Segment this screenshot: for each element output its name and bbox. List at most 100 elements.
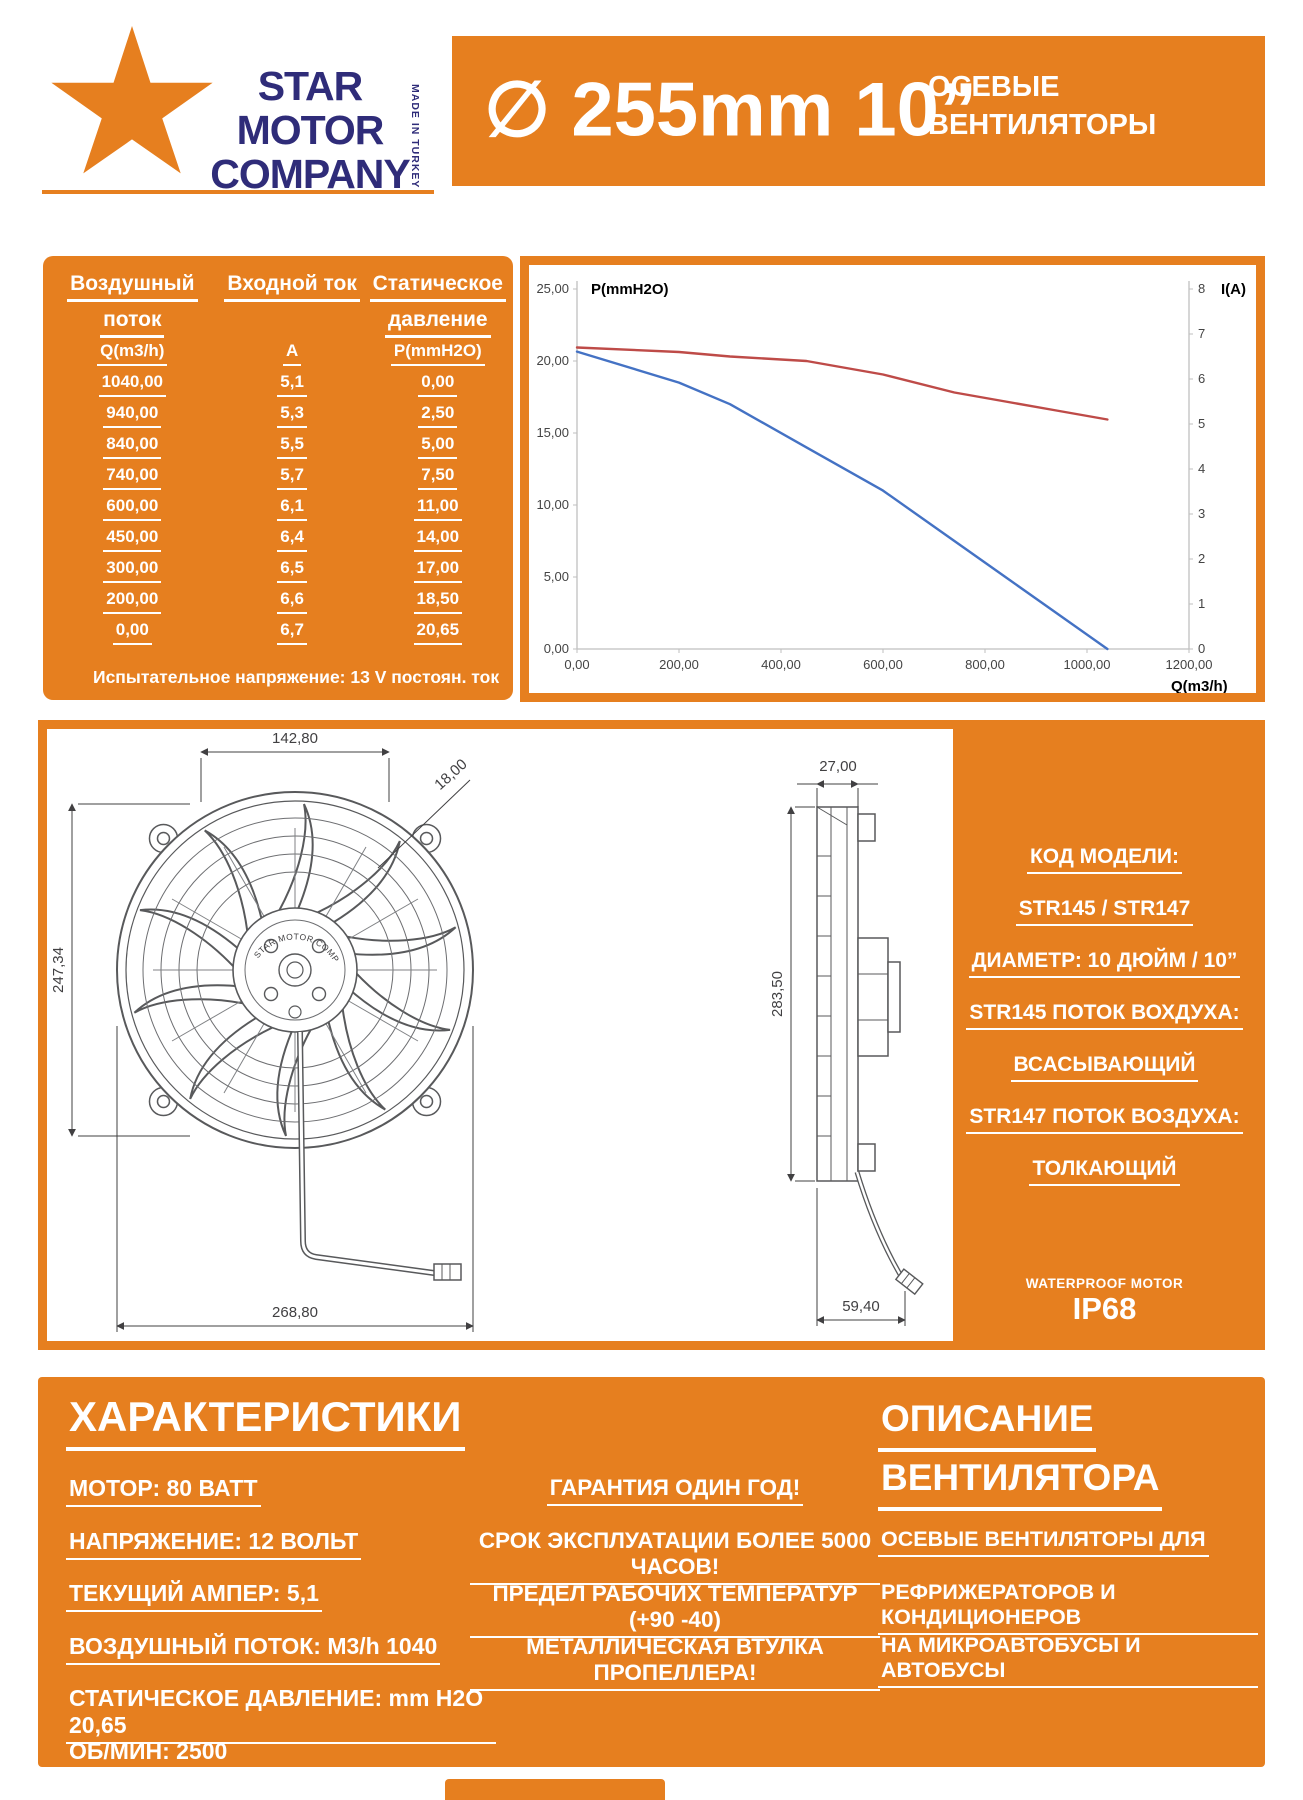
characteristic-item: ТЕКУЩИЙ АМПЕР: 5,1 [66, 1580, 496, 1633]
col-airflow-title: Воздушный [67, 272, 198, 302]
svg-text:4: 4 [1198, 461, 1205, 476]
characteristics-column: ХАРАКТЕРИСТИКИ МОТОР: 80 ВАТТ НАПРЯЖЕНИЕ… [66, 1393, 496, 1790]
side-dim-bottom-label: 59,40 [842, 1298, 880, 1315]
svg-text:200,00: 200,00 [659, 657, 699, 672]
characteristic-item: СТАТИЧЕСКОЕ ДАВЛЕНИЕ: mm H2O 20,65 [66, 1685, 496, 1744]
table-row: 0,00 6,7 20,65 [43, 620, 513, 651]
fan-front-view-drawing: STAR MOTOR COMPANY 142,80 247,34 268,80 [50, 726, 474, 1332]
brand-line1: STAR MOTOR [236, 63, 385, 153]
model-info-line: ДИАМЕТР: 10 ДЮЙМ / 10” [953, 949, 1256, 1001]
svg-text:15,00: 15,00 [536, 425, 569, 440]
dim-left-label: 247,34 [50, 947, 67, 993]
bottom-section: ХАРАКТЕРИСТИКИ МОТОР: 80 ВАТТ НАПРЯЖЕНИЕ… [38, 1377, 1265, 1770]
col-current-title: Входной ток [224, 272, 360, 302]
table-row: 200,00 6,6 18,50 [43, 589, 513, 620]
power-wire [297, 1031, 462, 1281]
svg-text:800,00: 800,00 [965, 657, 1005, 672]
characteristic-item: ОБ/МИН: 2500 [66, 1738, 496, 1791]
model-info-line: STR147 ПОТОК ВОЗДУХА: [953, 1105, 1256, 1157]
table-row: 740,00 5,7 7,50 [43, 465, 513, 496]
chart-canvas: 25,00 20,00 15,00 10,00 5,00 0,00 8 7 6 5 4 3 2 1 0 0,0… [536, 281, 1246, 693]
characteristic-item: НАПРЯЖЕНИЕ: 12 ВОЛЬТ [66, 1528, 496, 1581]
waterproof-badge: WATERPROOF MOTOR IP68 [953, 1276, 1256, 1327]
svg-text:Q(m3/h): Q(m3/h) [1171, 678, 1228, 693]
svg-text:0,00: 0,00 [564, 657, 589, 672]
model-info-line: STR145 ПОТОК ВОХДУХА: [953, 1001, 1256, 1053]
svg-text:P(mmH2O): P(mmH2O) [591, 281, 669, 298]
cutoff-panel-fragment [445, 1779, 665, 1800]
model-info-line: ТОЛКАЮЩИЙ [953, 1157, 1256, 1209]
svg-text:600,00: 600,00 [863, 657, 903, 672]
fan-side-view-drawing: 27,00 283,50 59,40 [769, 758, 924, 1326]
table-row: 300,00 6,5 17,00 [43, 558, 513, 589]
description-line: РЕФРИЖЕРАТОРОВ И КОНДИЦИОНЕРОВ [878, 1580, 1258, 1635]
svg-text:6: 6 [1198, 371, 1205, 386]
svg-text:400,00: 400,00 [761, 657, 801, 672]
svg-text:1000,00: 1000,00 [1064, 657, 1111, 672]
characteristics-items: МОТОР: 80 ВАТТ НАПРЯЖЕНИЕ: 12 ВОЛЬТ ТЕКУ… [66, 1475, 496, 1790]
logo-underline [42, 190, 434, 194]
svg-text:5: 5 [1198, 416, 1205, 431]
description-lines: ОСЕВЫЕ ВЕНТИЛЯТОРЫ ДЛЯ РЕФРИЖЕРАТОРОВ И … [878, 1527, 1258, 1688]
table-row: 840,00 5,5 5,00 [43, 434, 513, 465]
diameter-title: ∅ 255mm 10” [484, 67, 977, 153]
product-type-label: ОСЕВЫЕ ВЕНТИЛЯТОРЫ [928, 71, 1157, 141]
table-row: 940,00 5,3 2,50 [43, 403, 513, 434]
side-wire [854, 1171, 924, 1296]
model-info-lines: КОД МОДЕЛИ: STR145 / STR147 ДИАМЕТР: 10 … [953, 729, 1256, 1209]
svg-text:0,00: 0,00 [544, 641, 569, 656]
characteristic-item: ВОЗДУШНЫЙ ПОТОК: M3/h 1040 [66, 1633, 496, 1686]
col-pressure-unit: P(mmH2O) [390, 341, 485, 366]
spec-table-body: 1040,00 5,1 0,00 940,00 5,3 2,50 840,00 … [43, 372, 513, 651]
ip-rating: IP68 [1072, 1291, 1137, 1326]
description-column: ОПИСАНИЕ ВЕНТИЛЯТОРА ОСЕВЫЕ ВЕНТИЛЯТОРЫ … [878, 1393, 1258, 1688]
model-info-line: STR145 / STR147 [953, 897, 1256, 949]
model-info-line: КОД МОДЕЛИ: [953, 845, 1256, 897]
svg-text:3: 3 [1198, 506, 1205, 521]
svg-text:20,00: 20,00 [536, 353, 569, 368]
test-voltage-note: Испытательное напряжение: 13 V постоян. … [93, 667, 500, 687]
notes-column: ГАРАНТИЯ ОДИН ГОД! СРОК ЭКСПЛУАТАЦИИ БОЛ… [470, 1475, 880, 1691]
fan-grill [142, 817, 448, 1123]
table-row: 600,00 6,1 11,00 [43, 496, 513, 527]
col-airflow-unit: Q(m3/h) [97, 341, 168, 366]
made-in-label: MADE IN TURKEY [409, 84, 421, 189]
note-item: МЕТАЛЛИЧЕСКАЯ ВТУЛКА ПРОПЕЛЛЕРА! [470, 1634, 880, 1691]
characteristic-item: МОТОР: 80 ВАТТ [66, 1475, 496, 1528]
note-item: СРОК ЭКСПЛУАТАЦИИ БОЛЕЕ 5000 ЧАСОВ! [470, 1528, 880, 1585]
svg-text:8: 8 [1198, 281, 1205, 296]
col-pressure-title: Статическое [369, 272, 506, 302]
brand-line2: COMPANY [210, 151, 411, 197]
svg-text:0: 0 [1198, 641, 1205, 656]
characteristics-title: ХАРАКТЕРИСТИКИ [66, 1393, 496, 1451]
svg-text:7: 7 [1198, 326, 1205, 341]
model-info-line: ВСАСЫВАЮЩИЙ [953, 1053, 1256, 1105]
dim-top-label: 142,80 [272, 730, 318, 747]
description-line: ОСЕВЫЕ ВЕНТИЛЯТОРЫ ДЛЯ [878, 1527, 1258, 1580]
col-current-unit: А [282, 341, 302, 366]
svg-text:5,00: 5,00 [544, 569, 569, 584]
waterproof-label: WATERPROOF MOTOR [1025, 1276, 1184, 1291]
brand-name: STAR MOTOR COMPANY [190, 64, 430, 196]
table-row: 1040,00 5,1 0,00 [43, 372, 513, 403]
svg-text:I(A): I(A) [1221, 281, 1246, 298]
table-row: 450,00 6,4 14,00 [43, 527, 513, 558]
dim-blade-label: 18,00 [431, 756, 470, 794]
header-banner: ∅ 255mm 10” ОСЕВЫЕ ВЕНТИЛЯТОРЫ [452, 36, 1265, 186]
side-dim-left-label: 283,50 [769, 971, 786, 1017]
spec-table-panel: Воздушный поток Q(m3/h) Входной ток А Ст… [43, 256, 513, 700]
spec-table-header: Воздушный поток Q(m3/h) Входной ток А Ст… [43, 256, 513, 370]
side-body [816, 806, 901, 1182]
svg-text:2: 2 [1198, 551, 1205, 566]
description-title: ОПИСАНИЕ ВЕНТИЛЯТОРА [878, 1393, 1258, 1511]
description-line: НА МИКРОАВТОБУСЫ И АВТОБУСЫ [878, 1633, 1258, 1688]
svg-text:10,00: 10,00 [536, 497, 569, 512]
side-dim-top-label: 27,00 [819, 758, 857, 775]
wire-connector [433, 1263, 462, 1281]
model-info-panel: КОД МОДЕЛИ: STR145 / STR147 ДИАМЕТР: 10 … [953, 729, 1256, 1341]
performance-chart: 25,00 20,00 15,00 10,00 5,00 0,00 8 7 6 5 4 3 2 1 0 0,0… [520, 256, 1265, 702]
svg-text:1: 1 [1198, 596, 1205, 611]
side-dimension-lines: 27,00 283,50 59,40 [769, 758, 906, 1326]
note-item: ПРЕДЕЛ РАБОЧИХ ТЕМПЕРАТУР (+90 -40) [470, 1581, 880, 1638]
